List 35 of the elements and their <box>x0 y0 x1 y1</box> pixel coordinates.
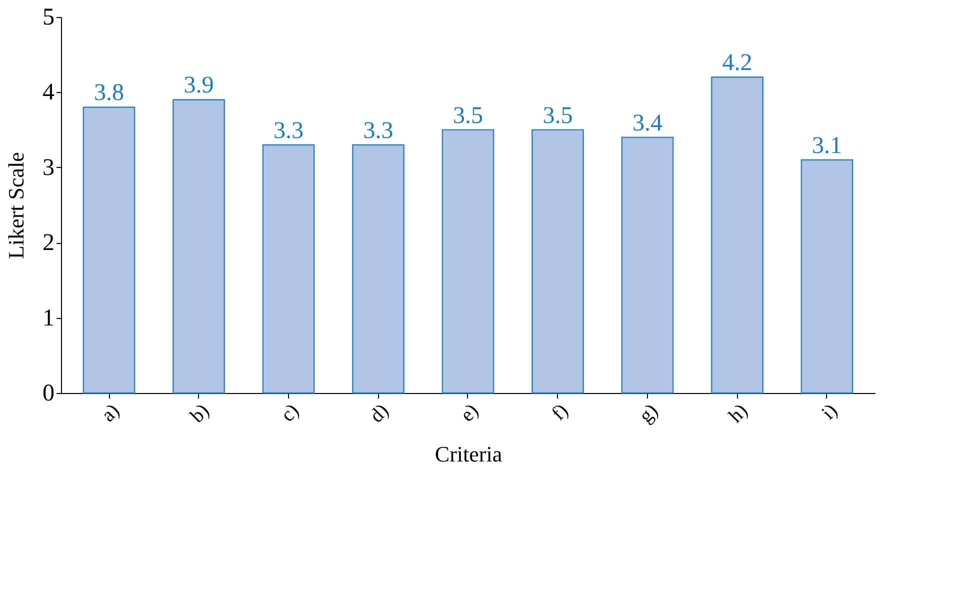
bar <box>621 136 674 394</box>
y-tick-label: 2 <box>42 230 54 256</box>
x-tick-label: g) <box>634 400 662 428</box>
data-label: 3.3 <box>274 118 304 144</box>
x-tick-label: f) <box>548 400 573 425</box>
bar <box>711 76 764 394</box>
data-label: 3.5 <box>542 102 573 129</box>
y-tick-label: 0 <box>42 380 54 406</box>
data-label: 3.3 <box>363 118 394 144</box>
bar <box>532 129 584 394</box>
bar <box>172 99 225 394</box>
bar <box>82 106 136 394</box>
data-label: 3.1 <box>812 132 842 159</box>
y-tick-label: 4 <box>42 80 54 106</box>
x-tick-label: e) <box>456 400 483 426</box>
x-tick-label: b) <box>186 400 214 428</box>
x-tick-label: i) <box>818 400 842 424</box>
y-tick-label: 3 <box>42 154 54 181</box>
data-label: 3.4 <box>632 110 662 136</box>
x-tick-label: d) <box>366 400 394 428</box>
x-tick-label: a) <box>97 400 124 426</box>
data-label: 3.8 <box>94 80 124 106</box>
bar <box>262 144 315 394</box>
x-tick-label: h) <box>724 400 752 428</box>
y-tick-label: 5 <box>42 4 54 30</box>
bar <box>352 144 404 394</box>
x-tick-label: c) <box>276 400 304 426</box>
y-tick-label: 1 <box>42 305 54 332</box>
y-axis-title: Likert Scale <box>4 152 28 259</box>
bar <box>442 129 494 394</box>
data-label: 3.9 <box>184 72 214 99</box>
bar <box>800 159 854 394</box>
x-axis-title: Criteria <box>434 441 502 466</box>
data-label: 4.2 <box>722 50 752 76</box>
data-label: 3.5 <box>453 102 483 129</box>
